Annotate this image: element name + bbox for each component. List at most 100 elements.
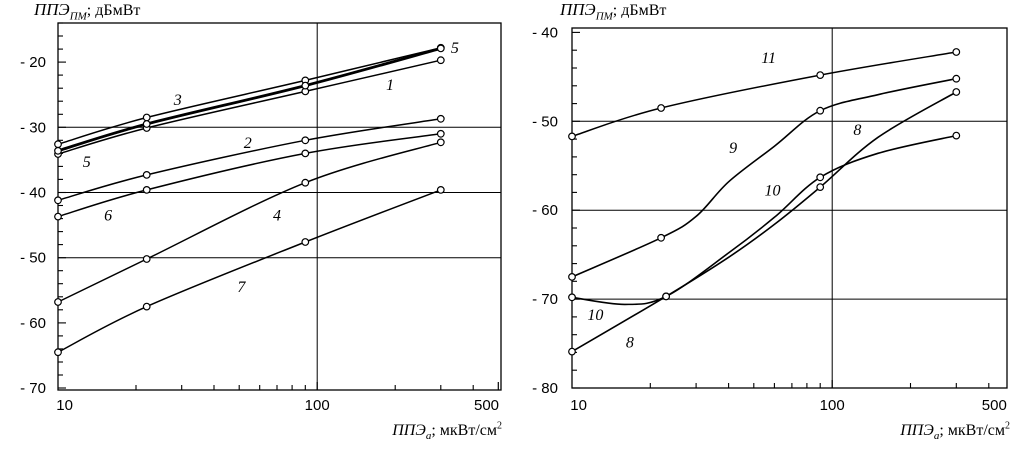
- y-tick-label: - 70: [20, 380, 46, 397]
- data-point-marker: [436, 56, 445, 65]
- right-chart-title: ППЭПМ; дБмВт: [560, 0, 667, 23]
- y-tick-label: - 30: [20, 119, 46, 136]
- data-point-marker: [816, 106, 825, 115]
- series-line-11: [571, 51, 958, 138]
- y-tick-label: - 40: [20, 185, 46, 202]
- curve-label-2: 2: [244, 135, 252, 152]
- y-tick-label: - 60: [20, 315, 46, 332]
- data-point-marker: [436, 138, 445, 147]
- curve-label-3: 3: [173, 92, 182, 109]
- y-tick-label: - 80: [532, 380, 558, 397]
- data-point-marker: [952, 48, 961, 56]
- curve-label-11: 11: [761, 50, 776, 67]
- data-point-marker: [301, 149, 310, 158]
- data-point-marker: [662, 292, 670, 301]
- curve-label-5: 5: [451, 40, 459, 57]
- curve-label-10: 10: [765, 183, 781, 200]
- data-point-marker: [142, 185, 151, 194]
- right-xlabel-exponent: 2: [1005, 420, 1010, 432]
- left-xlabel-units: ; мкВт/см: [431, 422, 497, 439]
- x-tick-label: 500: [474, 397, 499, 414]
- data-point-marker: [436, 44, 445, 53]
- series-line-8: [571, 91, 958, 353]
- right-title-subscript: ПМ: [595, 10, 613, 23]
- data-point-marker: [301, 136, 310, 145]
- data-point-marker: [568, 273, 576, 281]
- data-point-marker: [952, 131, 961, 140]
- left-title-symbol: ППЭ: [34, 0, 70, 19]
- curve-label-10: 10: [587, 307, 603, 324]
- left-xlabel-exponent: 2: [497, 420, 502, 432]
- data-point-marker: [54, 196, 62, 205]
- x-tick-label: 500: [982, 397, 1007, 414]
- x-tick-label: 10: [56, 397, 73, 414]
- data-point-marker: [54, 212, 62, 221]
- y-tick-label: - 50: [532, 113, 558, 130]
- curve-label-7: 7: [237, 279, 246, 296]
- left-x-axis-label: ППЭа; мкВт/см2: [298, 420, 502, 443]
- series-line-4: [57, 141, 442, 303]
- curve-label-9: 9: [729, 140, 737, 157]
- data-point-marker: [142, 302, 151, 311]
- x-tick-label: 100: [305, 397, 330, 414]
- series-line-10: [571, 134, 958, 306]
- left-title-units: ; дБмВт: [86, 2, 141, 19]
- data-point-marker: [142, 120, 151, 128]
- right-xlabel-symbol: ППЭ: [900, 422, 934, 439]
- data-point-marker: [142, 170, 151, 179]
- right-title-symbol: ППЭ: [560, 0, 596, 19]
- data-point-marker: [657, 233, 665, 242]
- data-point-marker: [142, 255, 151, 263]
- curve-label-1: 1: [386, 77, 394, 94]
- data-point-marker: [436, 114, 445, 123]
- x-tick-label: 10: [570, 397, 587, 414]
- data-point-marker: [142, 113, 151, 122]
- left-xlabel-symbol: ППЭ: [392, 422, 426, 439]
- y-tick-label: - 60: [532, 202, 558, 219]
- data-point-marker: [952, 74, 961, 83]
- plot-border: [571, 27, 1008, 389]
- curve-label-5: 5: [83, 154, 91, 171]
- y-tick-label: - 70: [532, 291, 558, 308]
- data-point-marker: [816, 71, 825, 79]
- series-line-9: [571, 77, 958, 278]
- left-title-subscript: ПМ: [69, 10, 87, 23]
- data-point-marker: [54, 140, 62, 149]
- data-point-marker: [568, 347, 576, 356]
- data-point-marker: [952, 88, 961, 96]
- series-line-7: [57, 189, 442, 353]
- data-point-marker: [301, 81, 310, 90]
- data-point-marker: [816, 173, 825, 182]
- data-point-marker: [657, 104, 665, 112]
- series-line-3: [57, 47, 442, 145]
- data-point-marker: [301, 238, 310, 246]
- series-line-1: [57, 59, 442, 155]
- y-tick-label: - 50: [20, 250, 46, 267]
- plot-border: [57, 22, 502, 391]
- data-point-marker: [568, 132, 576, 141]
- left-chart-title: ППЭПМ; дБмВт: [34, 0, 141, 23]
- data-point-marker: [816, 183, 825, 192]
- right-x-axis-label: ППЭа; мкВт/см2: [802, 420, 1010, 443]
- series-line-6: [57, 133, 442, 218]
- curve-label-4: 4: [273, 207, 281, 224]
- data-point-marker: [436, 185, 445, 194]
- right-xlabel-units: ; мкВт/см: [939, 422, 1005, 439]
- curve-label-8: 8: [626, 335, 634, 352]
- series-line-5: [56, 47, 443, 153]
- data-point-marker: [436, 129, 445, 138]
- x-tick-label: 100: [820, 397, 845, 414]
- y-tick-label: - 20: [20, 54, 46, 71]
- y-tick-label: - 40: [532, 24, 558, 41]
- series-line-2: [57, 118, 442, 202]
- data-point-marker: [54, 348, 62, 357]
- data-point-marker: [568, 293, 576, 302]
- curve-label-6: 6: [104, 207, 112, 224]
- data-point-marker: [54, 298, 62, 306]
- left-xlabel-subscript: а: [425, 430, 432, 443]
- right-xlabel-subscript: а: [933, 430, 940, 443]
- curve-label-8: 8: [853, 122, 861, 139]
- right-title-units: ; дБмВт: [612, 2, 667, 19]
